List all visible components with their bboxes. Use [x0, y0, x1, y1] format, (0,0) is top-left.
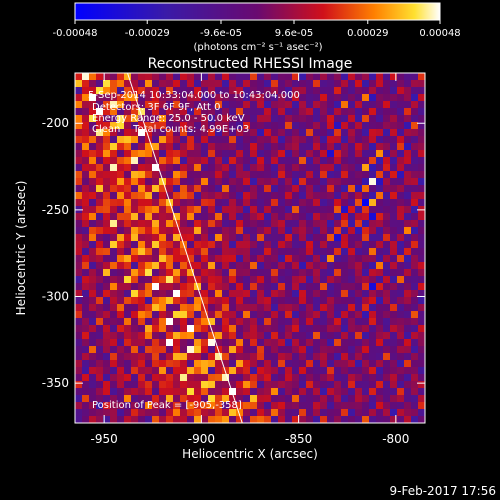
y-tick-label: -350	[42, 376, 69, 390]
solar-limb-line	[127, 73, 243, 423]
colorbar-tick-label: 0.00048	[419, 28, 460, 39]
annotation-time-range: 5-Sep-2014 10:33:04.000 to 10:43:04.000	[88, 90, 300, 101]
y-tick-label: -250	[42, 203, 69, 217]
colorbar-tick-label: 0.00029	[347, 28, 388, 39]
x-axis: -950 -900 -850 -800	[91, 73, 409, 446]
colorbar-tick-label: 9.6e-05	[275, 28, 313, 39]
colorbar-tick-label: -9.6e-05	[200, 28, 242, 39]
y-tick-label: -300	[42, 290, 69, 304]
y-axis-label: Heliocentric Y (arcsec)	[14, 181, 28, 316]
colorbar-tick-label: -0.00048	[53, 28, 98, 39]
x-tick-label: -900	[188, 432, 215, 446]
annotation-detectors: Detectors: 3F 6F 9F, Att 0	[92, 102, 220, 113]
plot-timestamp: 9-Feb-2017 17:56	[390, 484, 496, 498]
x-axis-label: Heliocentric X (arcsec)	[182, 447, 318, 461]
colorbar	[74, 2, 441, 21]
plot-frame	[74, 72, 426, 424]
chart-title: Reconstructed RHESSI Image	[148, 56, 353, 72]
annotation-clean-counts: Clean Total counts: 4.99E+03	[92, 124, 249, 135]
colorbar-tick-label: -0.00029	[125, 28, 170, 39]
y-tick-label: -200	[42, 116, 69, 130]
x-tick-label: -950	[91, 432, 118, 446]
annotation-peak-position: Position of Peak = [-905,-358]	[92, 400, 242, 411]
colorbar-ticks: -0.00048 -0.00029 -9.6e-05 9.6e-05 0.00029 0.…	[53, 20, 461, 39]
heatmap-image	[75, 73, 425, 423]
y-axis: -200 -250 -300 -350	[42, 116, 425, 390]
x-tick-label: -850	[285, 432, 312, 446]
colorbar-unit-label: (photons cm⁻² s⁻¹ asec⁻²)	[193, 42, 322, 53]
x-tick-label: -800	[382, 432, 409, 446]
annotation-energy-range: Energy Range: 25.0 - 50.0 keV	[92, 113, 245, 124]
